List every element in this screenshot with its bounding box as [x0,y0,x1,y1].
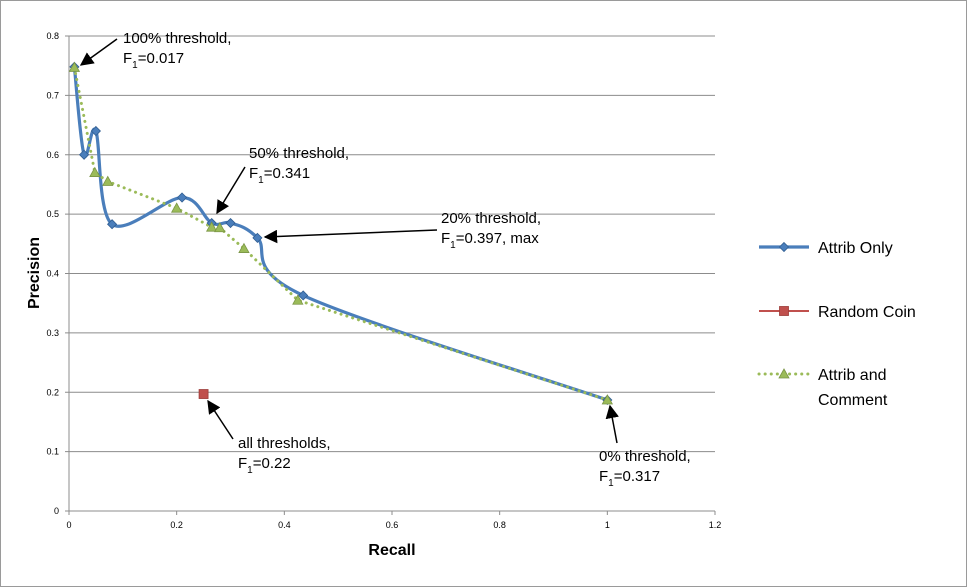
axes [65,35,716,515]
annotation-text: 20% threshold, [441,210,541,227]
annotation-subscript: 1 [608,478,614,489]
attrib-and-comment-point [205,221,218,232]
annotation-text-rest: =0.397, max [456,230,539,247]
attrib-only-point [90,125,101,137]
annotation: 0% threshold, F1=0.317 [599,404,691,489]
legend-label: Comment [818,392,888,409]
annotation-text: 100% threshold, [123,30,231,47]
x-tick-label: 1.2 [709,520,722,530]
annotation-subscript: 1 [247,465,253,476]
attrib-and-comment-point [89,166,101,177]
attrib-and-comment-point [292,294,304,305]
annotation-arrow [79,38,118,66]
annotation-text-main: F [123,50,132,67]
annotation: all thresholds, F1=0.22 [207,399,331,476]
attrib-only-point [252,232,263,243]
y-tick-label: 0.5 [46,209,59,219]
annotation-text-main: F [238,455,247,472]
annotation: 20% threshold, F1=0.397, max [263,210,541,251]
annotation-text-rest: =0.22 [253,455,291,472]
annotation-text-rest: =0.317 [614,468,660,485]
attrib-only-point [176,192,188,203]
annotation-text: F1=0.397, max [441,230,539,251]
attrib-and-comment-point [601,394,614,405]
y-axis-title: Precision [26,237,43,309]
annotation-text: F1=0.017 [123,50,184,71]
annotation-text-main: 50% threshold, [249,145,349,162]
annotation-text-rest: =0.341 [264,165,310,182]
annotation-text: F1=0.341 [249,165,310,186]
x-tick-label: 1 [605,520,610,530]
attrib-and-comment-point [214,221,226,233]
attrib-only-point [225,217,236,229]
y-tick-label: 0.7 [46,90,59,100]
annotation-text: F1=0.317 [599,468,660,489]
annotation-text-rest: =0.017 [138,50,184,67]
annotation-text-main: 0% threshold, [599,448,691,465]
y-tick-label: 0.1 [46,447,59,457]
annotation-text: 50% threshold, [249,145,349,162]
y-tick-label: 0.3 [46,328,59,338]
y-tick-label: 0.4 [46,269,59,279]
annotation-text-main: all thresholds, [238,435,331,452]
annotation: 50% threshold, F1=0.341 [216,145,349,215]
legend-item: Attrib and Comment [757,367,888,409]
random-coin-point [198,389,209,399]
tick-labels: 00.10.20.30.40.50.60.70.80 0.2 0.4 0.6 0.8 1 1… [46,31,721,530]
legend-marker [778,368,790,379]
x-tick-label: 0.6 [386,520,399,530]
x-tick-label: 0.8 [493,520,506,530]
gridlines [69,35,715,453]
attrib-and-comment-point [170,202,183,213]
attrib-and-comment-point [238,242,250,253]
annotation-text-main: F [599,468,608,485]
annotation-arrow [216,166,246,215]
annotation-text: F1=0.22 [238,455,291,476]
attrib-only-point [107,219,118,230]
legend-label: Attrib and [818,367,886,384]
y-tick-label: 0.6 [46,150,59,160]
markers [68,61,614,406]
legend-label: Attrib Only [818,240,893,257]
attrib-only-line [72,66,608,402]
annotation-arrow [207,399,234,440]
legend-label: Random Coin [818,304,916,321]
legend-marker [778,241,790,253]
attrib-and-comment-point [68,61,81,72]
annotation: 100% threshold, F1=0.017 [79,30,231,71]
y-tick-label: 0.8 [46,31,59,41]
annotation-arrow [263,229,438,244]
attrib-only-point [298,290,309,301]
legend: Attrib Only Random Coin Attrib and Comment [757,240,916,409]
annotation-text-main: F [441,230,450,247]
y-tick-label: 0 [54,506,59,516]
x-tick-label: 0 [66,520,71,530]
annotation-text-main: 20% threshold, [441,210,541,227]
annotation-subscript: 1 [450,240,456,251]
annotation-arrow [605,404,619,444]
legend-marker [779,306,789,316]
y-tick-label: 0.2 [46,387,59,397]
attrib-only-point [79,149,90,160]
x-tick-label: 0.2 [170,520,183,530]
annotation-text-main: 100% threshold, [123,30,231,47]
legend-item: Attrib Only [759,240,893,257]
annotation-text: all thresholds, [238,435,331,452]
annotation-subscript: 1 [132,60,138,71]
legend-item: Random Coin [759,304,916,321]
attrib-and-comment-point [102,175,114,186]
x-tick-label: 0.4 [278,520,291,530]
x-axis-title: Recall [368,542,415,559]
annotation-text-main: F [249,165,258,182]
annotation-subscript: 1 [258,175,264,186]
annotation-text: 0% threshold, [599,448,691,465]
